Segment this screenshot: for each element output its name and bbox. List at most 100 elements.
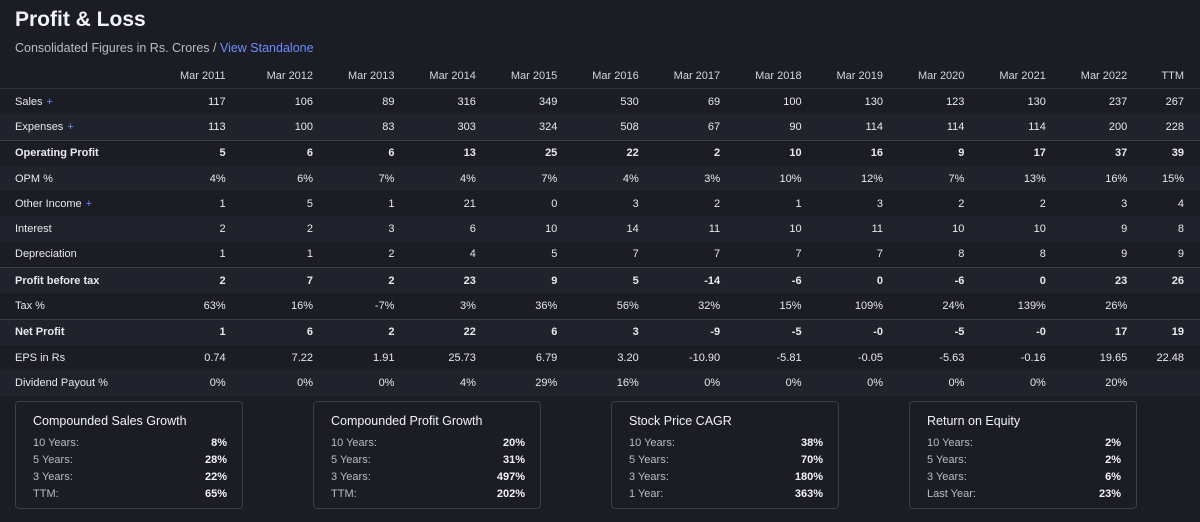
value-cell: 0% xyxy=(732,370,814,396)
value-cell: 139% xyxy=(1017,300,1046,313)
card-row-value: 2% xyxy=(1105,436,1121,449)
value-cell: -14 xyxy=(650,267,733,294)
value-cell: 100 xyxy=(243,114,326,141)
value-cell: 123 xyxy=(946,95,965,108)
column-header: Mar 2018 xyxy=(732,64,814,89)
value-cell: 89 xyxy=(382,95,395,108)
card-row-value: 23% xyxy=(1098,487,1121,500)
value-cell: 26 xyxy=(1139,267,1200,294)
value-cell: 1 xyxy=(155,318,244,345)
card-row: Last Year: 23% xyxy=(927,485,1121,502)
expand-plus-icon[interactable]: + xyxy=(67,120,74,133)
value-cell: 23 xyxy=(1057,267,1140,294)
card-row-label: 10 Years: xyxy=(629,436,675,449)
value-cell: 130 xyxy=(1027,95,1046,108)
value-cell: 7 xyxy=(632,248,639,261)
card-row-label: TTM: xyxy=(331,487,357,500)
value-cell: 2 xyxy=(325,267,407,294)
value-cell: 349 xyxy=(538,95,558,108)
value-cell: 21 xyxy=(463,197,476,210)
row-label: Interest xyxy=(15,223,52,236)
value-cell: 69 xyxy=(707,95,721,108)
column-header: Mar 2022 xyxy=(1057,64,1140,89)
value-cell: 25.73 xyxy=(448,351,476,364)
value-cell: 5 xyxy=(155,139,244,166)
value-cell: 9 xyxy=(1177,248,1184,261)
table-row: Tax % 63% 16% -7% 3% 36% 56% 32% 15% 109% 24% 139% 2… xyxy=(0,293,1200,319)
row-label-cell: Profit before tax xyxy=(0,267,155,294)
column-header: Mar 2021 xyxy=(976,64,1058,89)
card-row-label: Last Year: xyxy=(927,487,976,500)
value-cell: 15% xyxy=(779,300,802,313)
value-cell: 10 xyxy=(976,216,1058,242)
value-cell: -6 xyxy=(732,267,814,294)
card-row-label: 10 Years: xyxy=(33,436,79,449)
row-label: EPS in Rs xyxy=(15,351,66,364)
card-row: TTM: 202% xyxy=(331,485,525,502)
value-cell: 0% xyxy=(155,370,244,396)
card-row-value: 28% xyxy=(204,453,227,466)
column-header: Mar 2020 xyxy=(895,64,977,89)
value-cell: 22 xyxy=(406,318,488,345)
card-row: 5 Years: 2% xyxy=(927,451,1121,468)
value-cell: 1 xyxy=(388,197,395,210)
row-label: Dividend Payout % xyxy=(15,376,108,389)
value-cell: 3 xyxy=(632,197,639,210)
value-cell: 114 xyxy=(976,114,1058,141)
value-cell: 7% xyxy=(895,165,977,192)
value-cell: -10.90 xyxy=(688,351,721,364)
value-cell: 7% xyxy=(487,165,570,192)
value-cell: -5 xyxy=(895,318,977,345)
value-cell: 2 xyxy=(714,197,721,210)
value-cell: 6% xyxy=(243,165,326,192)
value-cell: 3% xyxy=(459,300,476,313)
card-row-label: 5 Years: xyxy=(33,453,73,466)
card-row-label: 5 Years: xyxy=(927,453,967,466)
value-cell: 8 xyxy=(958,248,965,261)
card-row-value: 497% xyxy=(496,470,525,483)
subtitle-text: Consolidated Figures in Rs. Crores / xyxy=(15,41,220,55)
value-cell: 5 xyxy=(551,248,558,261)
card-row-label: 10 Years: xyxy=(927,436,973,449)
value-cell: 4% xyxy=(155,165,244,192)
card-row: 5 Years: 70% xyxy=(629,451,823,468)
value-cell: 117 xyxy=(208,95,226,108)
view-standalone-link[interactable]: View Standalone xyxy=(219,41,314,55)
growth-card: Return on Equity 10 Years: 2% 5 Years: 2% 3 Y… xyxy=(909,401,1137,509)
value-cell: 2 xyxy=(155,216,244,242)
value-cell: -5.81 xyxy=(776,351,802,364)
value-cell: 17 xyxy=(1057,318,1140,345)
value-cell: -5.63 xyxy=(939,351,965,364)
row-label-cell[interactable]: Sales + xyxy=(0,89,155,115)
row-label-cell[interactable]: Other Income + xyxy=(0,191,155,216)
column-header: Mar 2019 xyxy=(813,64,895,89)
row-label-cell[interactable]: Expenses + xyxy=(0,114,155,141)
value-cell: 10 xyxy=(895,216,977,242)
value-cell: 1 xyxy=(219,197,226,210)
value-cell: 114 xyxy=(813,114,895,141)
value-cell: 36% xyxy=(535,300,558,313)
value-cell: 7 xyxy=(714,248,721,261)
card-row: 10 Years: 8% xyxy=(33,434,227,451)
card-title: Stock Price CAGR xyxy=(629,414,732,428)
row-label: Sales xyxy=(15,95,43,108)
value-cell: 6.79 xyxy=(535,351,558,364)
growth-card: Compounded Sales Growth 10 Years: 8% 5 Year… xyxy=(15,401,243,509)
row-label: OPM % xyxy=(15,172,53,185)
table-row: Expenses +113 100 83 303 324 508 67 90 114 114 114 2… xyxy=(0,114,1200,141)
value-cell: 5 xyxy=(306,197,314,210)
value-cell: 109% xyxy=(854,300,883,313)
card-row-label: 10 Years: xyxy=(331,436,377,449)
value-cell: 2 xyxy=(243,216,326,242)
expand-plus-icon[interactable]: + xyxy=(85,197,93,210)
card-row-value: 65% xyxy=(204,487,227,500)
value-cell: 19.65 xyxy=(1099,351,1128,364)
value-cell: 7 xyxy=(243,267,326,294)
value-cell: 324 xyxy=(487,114,570,141)
value-cell: 3.20 xyxy=(617,351,639,364)
row-label: Net Profit xyxy=(15,326,65,339)
expand-plus-icon[interactable]: + xyxy=(46,95,53,108)
card-title: Compounded Profit Growth xyxy=(331,414,483,428)
value-cell: 10 xyxy=(732,139,814,166)
value-cell: -0 xyxy=(976,318,1058,345)
